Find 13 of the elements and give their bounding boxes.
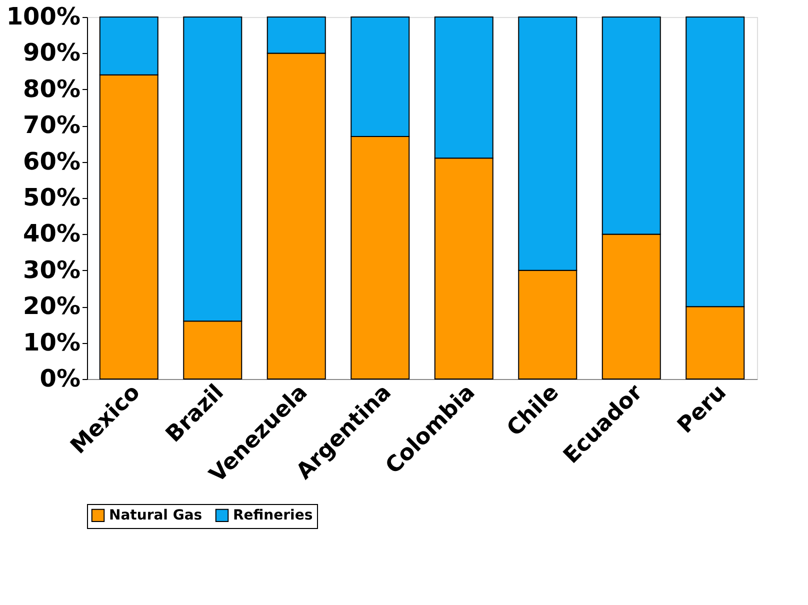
- y-tick-label: 40%: [23, 220, 80, 248]
- y-tick-label: 20%: [23, 292, 80, 320]
- y-tick-label: 70%: [23, 111, 80, 140]
- legend-label: Natural Gas: [109, 507, 202, 524]
- y-tick-label: 80%: [23, 74, 80, 103]
- y-tick-label: 50%: [23, 184, 80, 212]
- y-tick-label: 90%: [23, 38, 80, 67]
- y-tick-label: 60%: [23, 147, 80, 176]
- y-tick-label: 0%: [40, 364, 80, 392]
- y-tick-label: 100%: [6, 2, 80, 30]
- y-tick-label: 10%: [23, 328, 80, 356]
- y-tick-label: 30%: [23, 256, 80, 284]
- legend-label: Refineries: [233, 507, 313, 524]
